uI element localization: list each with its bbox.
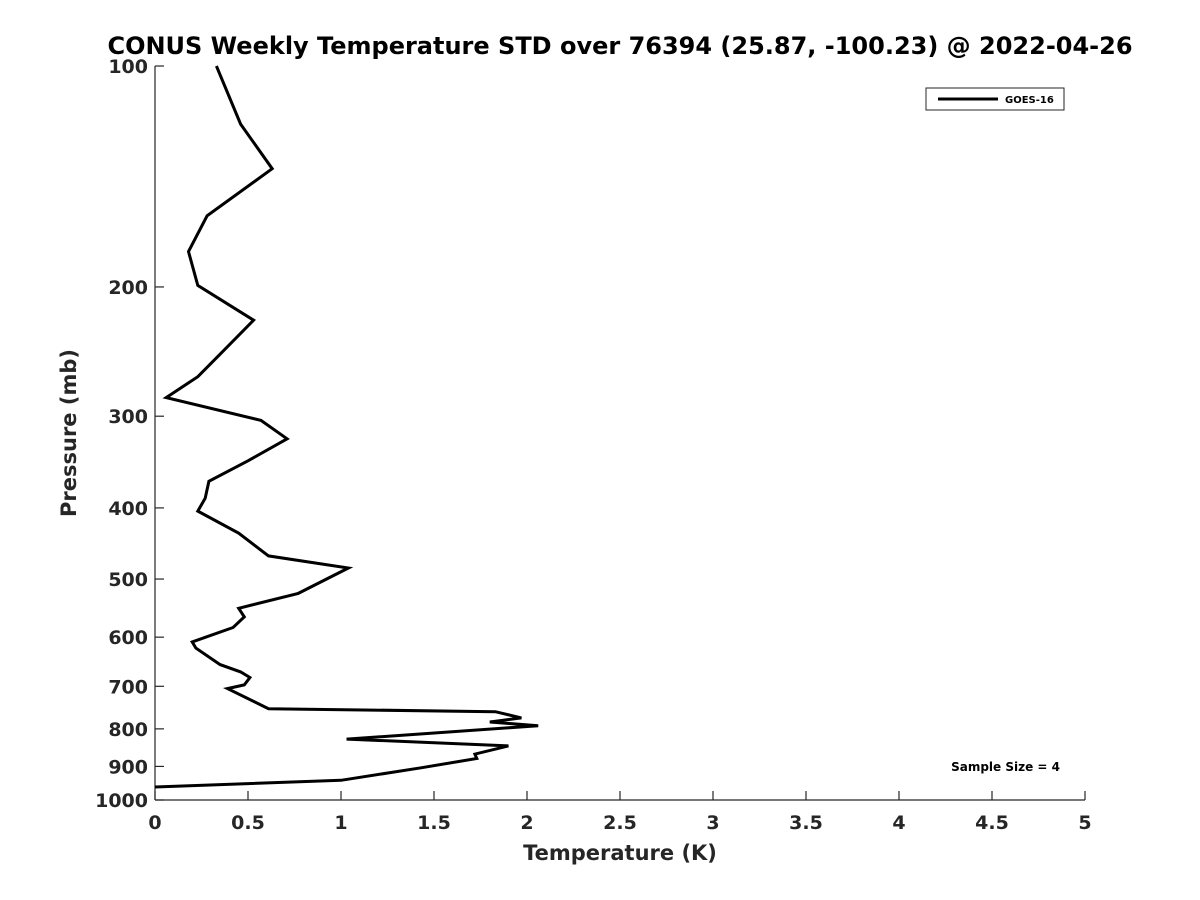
y-tick-label: 900 [108,756,148,778]
x-tick-label: 5 [1078,812,1091,834]
y-tick-label: 600 [108,627,148,649]
y-tick-label: 300 [108,406,148,428]
x-ticks: 0 0.5 1 1.5 2 2.5 3 3.5 4 4.5 5 [148,791,1092,834]
y-tick-label: 700 [108,676,148,698]
x-tick-label: 1 [334,812,347,834]
y-tick-label: 500 [108,569,148,591]
y-tick-label: 800 [108,719,148,741]
x-axis-label: Temperature (K) [523,841,717,865]
y-tick-label: 1000 [95,790,148,812]
x-tick-label: 4 [892,812,905,834]
x-tick-label: 3.5 [789,812,823,834]
y-ticks: 100 200 300 400 500 600 700 800 900 1000 [95,56,164,812]
y-tick-label: 400 [108,498,148,520]
x-tick-label: 0 [148,812,161,834]
x-tick-label: 2.5 [603,812,637,834]
series-line-goes-16 [154,65,539,789]
x-tick-label: 1.5 [417,812,451,834]
plot-frame [154,66,1085,801]
x-tick-label: 0.5 [231,812,265,834]
y-axis-label: Pressure (mb) [57,349,81,517]
y-tick-label: 200 [108,277,148,299]
x-tick-label: 2 [520,812,533,834]
y-tick-label: 100 [108,56,148,78]
x-tick-label: 3 [706,812,719,834]
sample-size-annotation: Sample Size = 4 [951,760,1060,774]
chart-title: CONUS Weekly Temperature STD over 76394 … [107,32,1132,60]
legend: GOES-16 [925,87,1065,111]
x-tick-label: 4.5 [975,812,1009,834]
legend-label-goes-16: GOES-16 [1005,95,1054,106]
